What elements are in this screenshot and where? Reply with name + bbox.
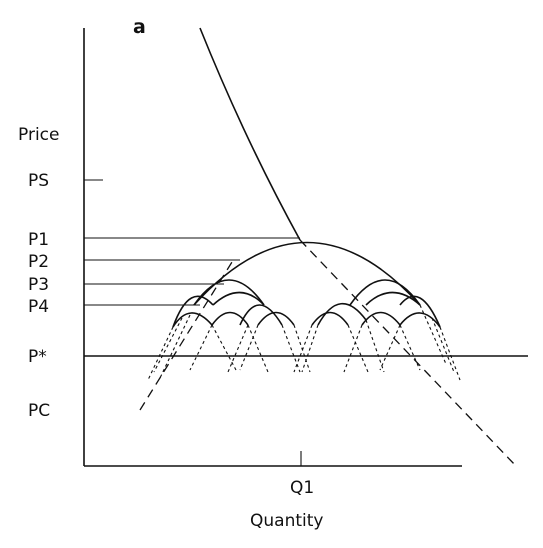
demand-curve-dashed xyxy=(299,239,517,467)
p4-label: P4 xyxy=(28,297,49,317)
arch-level-3-f xyxy=(399,295,441,328)
p3-label: P3 xyxy=(28,275,49,295)
dotted-branches-right xyxy=(293,304,461,381)
arch-level-3-a xyxy=(172,295,214,328)
dotted-branches-left xyxy=(147,314,311,381)
arch-level-3-b xyxy=(212,291,265,306)
arch-level-4-b xyxy=(211,311,249,326)
panel-label: a xyxy=(133,16,146,38)
p1-label: P1 xyxy=(28,230,49,250)
q1-label: Q1 xyxy=(290,478,314,498)
arch-level-4-e xyxy=(361,311,401,326)
pstar-label: P* xyxy=(28,347,47,367)
arch-level-4-f xyxy=(399,312,441,328)
arch-level-4-a xyxy=(172,312,213,328)
ps-label: PS xyxy=(28,171,49,191)
pc-label: PC xyxy=(28,401,50,421)
p2-label: P2 xyxy=(28,252,49,272)
x-axis-title: Quantity xyxy=(250,511,323,531)
y-axis-title: Price xyxy=(18,125,59,145)
demand-curve xyxy=(199,27,301,241)
arch-level-2-right xyxy=(349,279,421,306)
arch-level-2-left xyxy=(193,279,265,306)
arch-level-4-d xyxy=(311,311,349,326)
arch-level-4-c xyxy=(257,311,295,326)
arch-level-3-d xyxy=(317,302,367,326)
arch-level-1 xyxy=(193,241,421,306)
arch-level-3-e xyxy=(365,291,421,306)
